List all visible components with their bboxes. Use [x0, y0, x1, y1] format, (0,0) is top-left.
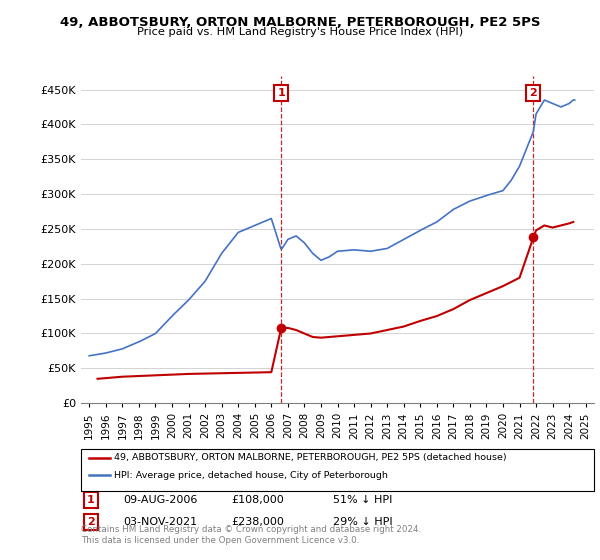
Text: 2: 2: [87, 517, 95, 527]
Text: 1: 1: [277, 88, 285, 98]
Text: 03-NOV-2021: 03-NOV-2021: [123, 517, 197, 527]
Text: 09-AUG-2006: 09-AUG-2006: [123, 495, 197, 505]
Text: 29% ↓ HPI: 29% ↓ HPI: [333, 517, 392, 527]
Text: £238,000: £238,000: [231, 517, 284, 527]
Text: HPI: Average price, detached house, City of Peterborough: HPI: Average price, detached house, City…: [114, 471, 388, 480]
Text: 1: 1: [87, 495, 95, 505]
Text: 51% ↓ HPI: 51% ↓ HPI: [333, 495, 392, 505]
Text: £108,000: £108,000: [231, 495, 284, 505]
Text: Price paid vs. HM Land Registry's House Price Index (HPI): Price paid vs. HM Land Registry's House …: [137, 27, 463, 37]
Text: 2: 2: [530, 88, 538, 98]
Text: 49, ABBOTSBURY, ORTON MALBORNE, PETERBOROUGH, PE2 5PS (detached house): 49, ABBOTSBURY, ORTON MALBORNE, PETERBOR…: [114, 453, 506, 462]
Text: 49, ABBOTSBURY, ORTON MALBORNE, PETERBOROUGH, PE2 5PS: 49, ABBOTSBURY, ORTON MALBORNE, PETERBOR…: [60, 16, 540, 29]
Text: Contains HM Land Registry data © Crown copyright and database right 2024.
This d: Contains HM Land Registry data © Crown c…: [81, 525, 421, 545]
